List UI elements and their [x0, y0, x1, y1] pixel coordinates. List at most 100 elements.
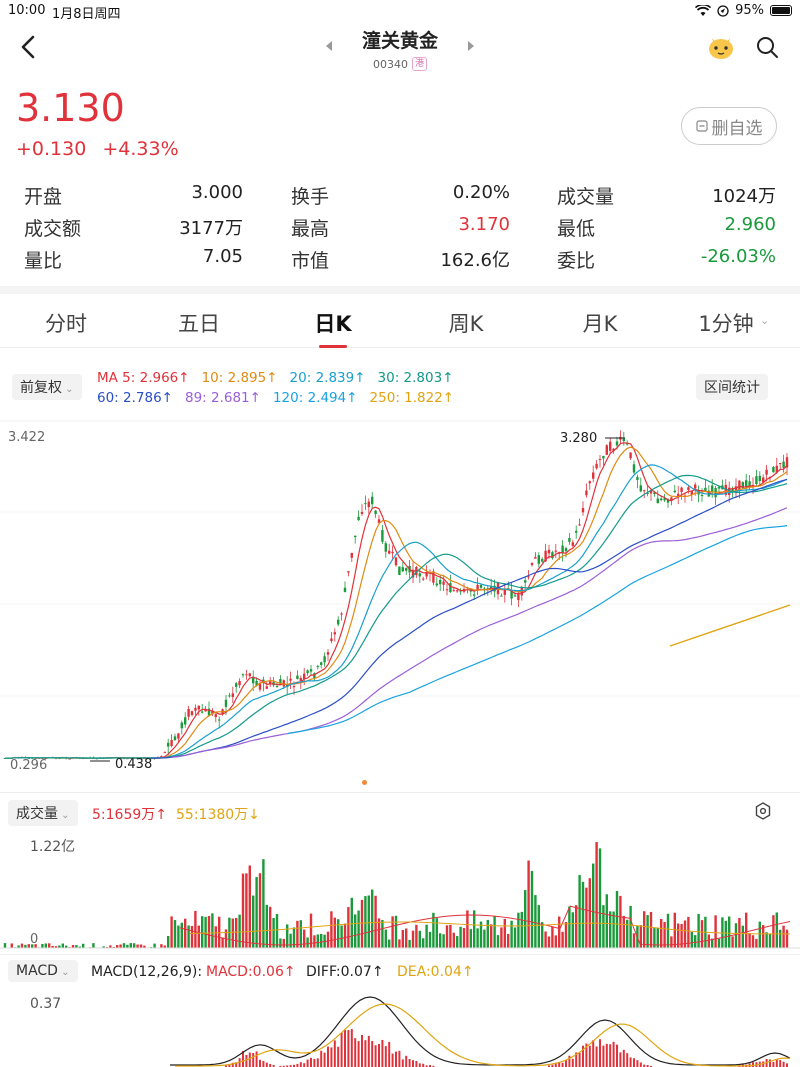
- stat-value: 1024万: [712, 186, 776, 207]
- volume-bar: [466, 910, 469, 948]
- volume-bar: [326, 931, 330, 948]
- macd-indicator-selector[interactable]: MACD ⌄: [8, 960, 78, 982]
- tab-5[interactable]: 1分钟: [698, 312, 754, 336]
- candle-body: [371, 496, 374, 505]
- volume-bar: [92, 943, 95, 948]
- change-amount: +0.130: [16, 138, 87, 160]
- volume-bar: [133, 943, 136, 948]
- candle-body: [537, 555, 540, 564]
- ma-legend: MA 5: 2.966↑ 10: 2.895↑ 20: 2.839↑ 30: 2.80…: [97, 368, 477, 408]
- price-change: +0.130 +4.33%: [16, 138, 189, 160]
- macd-histogram-bar: [384, 1046, 387, 1067]
- dea-value: DEA:0.04↑: [397, 964, 474, 980]
- candle-body: [241, 674, 245, 676]
- volume-bar: [714, 915, 717, 948]
- candle-body: [313, 673, 316, 679]
- volume-bar: [758, 921, 761, 948]
- volume-bar: [626, 919, 629, 948]
- tab-4[interactable]: 月K: [582, 312, 618, 336]
- macd-histogram-bar: [595, 1046, 598, 1067]
- stat-label: 成交额: [24, 218, 82, 240]
- kline-y-min: 0.296: [10, 758, 48, 773]
- candle-body: [439, 579, 442, 585]
- macd-histogram-bar: [578, 1052, 581, 1067]
- volume-bar: [177, 925, 180, 948]
- macd-histogram-bar: [575, 1052, 578, 1067]
- macd-histogram-bar: [340, 1032, 343, 1067]
- volume-bar: [102, 946, 105, 948]
- stat-label: 开盘: [24, 186, 63, 208]
- next-stock-icon[interactable]: [466, 40, 476, 52]
- candle-body: [493, 585, 496, 592]
- candle-body: [381, 530, 384, 542]
- candle-body: [551, 552, 554, 559]
- candle-body: [527, 576, 530, 578]
- search-icon[interactable]: [755, 35, 779, 59]
- tab-0[interactable]: 分时: [45, 312, 87, 336]
- volume-bar: [503, 918, 506, 948]
- candle-body: [194, 707, 197, 711]
- volume-bar: [527, 860, 530, 948]
- volume-bar: [415, 924, 418, 948]
- volume-bar: [772, 915, 775, 948]
- volume-bar: [197, 925, 200, 948]
- candle-body: [524, 580, 527, 583]
- candle-body: [347, 571, 350, 573]
- volume-bar: [296, 920, 299, 948]
- macd-histogram-bar: [762, 1061, 765, 1067]
- previous-stock-icon[interactable]: [324, 40, 334, 52]
- candle-body: [456, 590, 459, 592]
- candle-body: [779, 462, 782, 465]
- volume-chart[interactable]: [0, 830, 800, 952]
- candle-body: [510, 589, 513, 599]
- macd-histogram-bar: [330, 1047, 333, 1067]
- candle-body: [755, 476, 758, 484]
- kline-chart[interactable]: [0, 420, 800, 790]
- stat-label: 换手: [291, 186, 330, 208]
- macd-histogram-bar: [425, 1065, 428, 1067]
- adjust-selector[interactable]: 前复权 ⌄: [12, 374, 82, 400]
- macd-histogram-bar: [225, 1065, 227, 1067]
- macd-histogram-bar: [350, 1029, 353, 1067]
- candle-body: [547, 549, 551, 554]
- candle-body: [445, 589, 449, 591]
- battery-percent: 95%: [735, 3, 764, 18]
- range-stats-button[interactable]: 区间统计: [696, 374, 768, 400]
- stat-label: 最高: [291, 218, 330, 240]
- volume-bar: [670, 936, 673, 948]
- macd-params: MACD(12,26,9):: [91, 964, 203, 980]
- candle-body: [609, 441, 612, 451]
- candle-body: [670, 497, 673, 501]
- back-arrow-icon[interactable]: [14, 32, 44, 62]
- tab-3[interactable]: 周K: [448, 312, 484, 336]
- stock-title-block: 潼关黄金 00340 港: [300, 26, 500, 71]
- volume-bar: [629, 905, 632, 948]
- stock-code: 00340: [372, 57, 408, 71]
- candle-body: [700, 495, 704, 497]
- macd-histogram-bar: [639, 1062, 642, 1067]
- chart-divider-2: [0, 954, 800, 955]
- candle-body: [238, 681, 241, 686]
- volume-bar: [54, 946, 58, 948]
- candle-body: [388, 550, 391, 554]
- remove-watchlist-button[interactable]: 删自选: [681, 107, 777, 145]
- candle-body: [218, 719, 221, 721]
- mascot-icon[interactable]: [706, 34, 736, 60]
- candle-body: [343, 587, 347, 592]
- settings-icon[interactable]: [755, 802, 771, 820]
- tab-1[interactable]: 五日: [178, 312, 220, 336]
- macd-histogram-bar: [255, 1051, 258, 1067]
- volume-y-min: 0: [30, 932, 39, 947]
- volume-bar: [34, 944, 37, 948]
- candle-body: [605, 445, 608, 455]
- candle-body: [265, 686, 268, 689]
- volume-indicator-selector[interactable]: 成交量 ⌄: [8, 800, 78, 826]
- macd-chart[interactable]: [0, 990, 800, 1067]
- volume-bar: [238, 914, 241, 948]
- tab-2[interactable]: 日K: [314, 312, 352, 336]
- candle-body: [741, 482, 744, 489]
- volume-bar: [785, 929, 789, 948]
- stat-label: 量比: [24, 250, 63, 272]
- volume-bar: [537, 905, 540, 948]
- volume-bar: [316, 934, 319, 948]
